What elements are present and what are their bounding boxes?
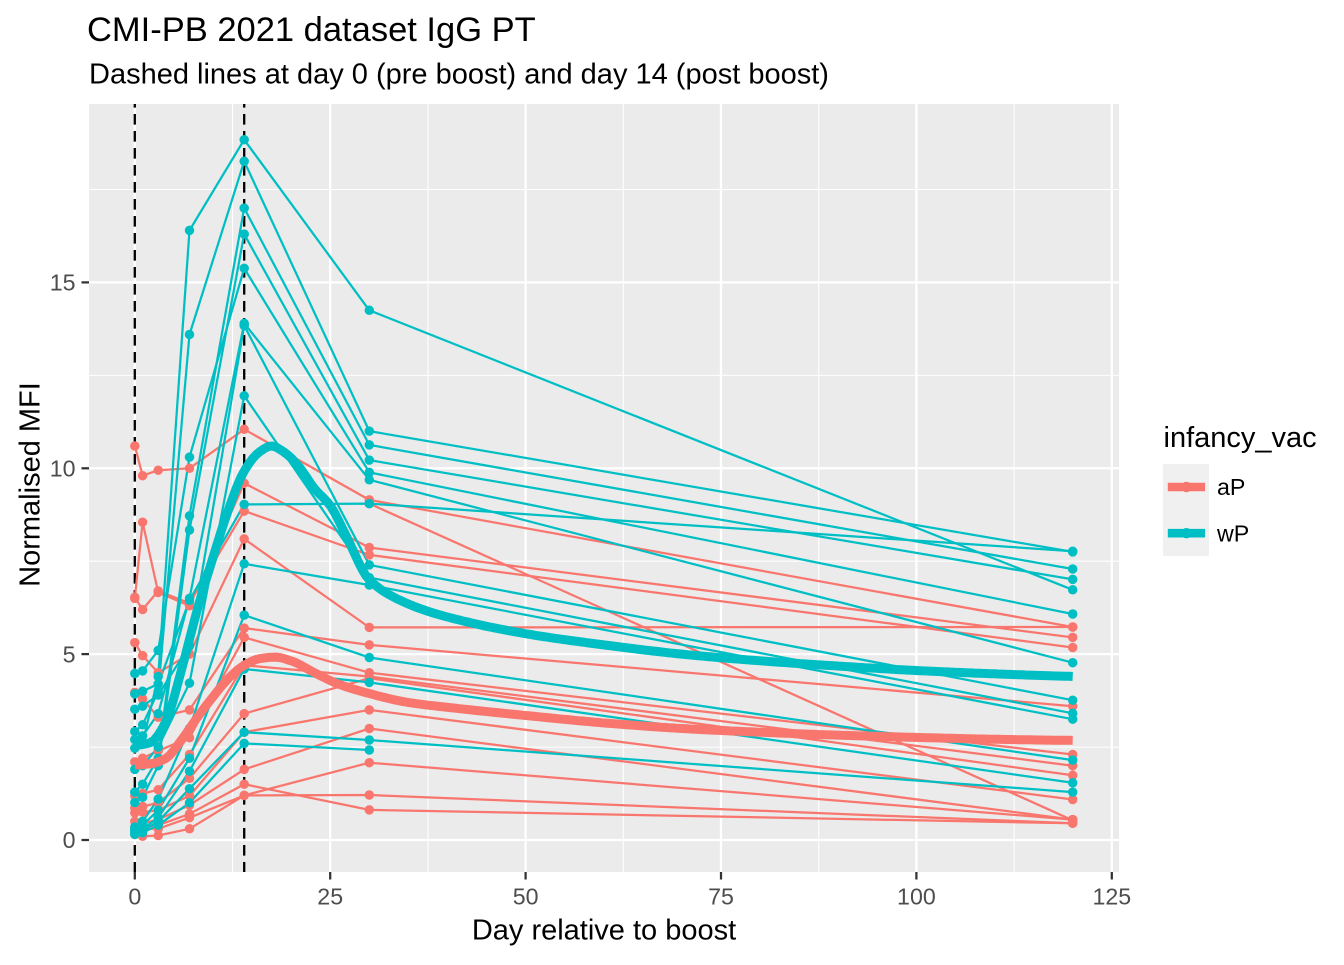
svg-text:0: 0 (63, 827, 76, 853)
svg-text:100: 100 (897, 884, 936, 910)
svg-text:5: 5 (63, 641, 76, 667)
svg-text:Day relative to boost: Day relative to boost (472, 915, 736, 947)
svg-text:0: 0 (128, 884, 141, 910)
svg-text:infancy_vac: infancy_vac (1164, 422, 1317, 454)
svg-text:25: 25 (317, 884, 343, 910)
svg-text:CMI-PB 2021 dataset IgG PT: CMI-PB 2021 dataset IgG PT (87, 11, 536, 49)
svg-text:wP: wP (1216, 520, 1249, 546)
svg-text:aP: aP (1217, 474, 1245, 500)
svg-text:Dashed lines at day 0 (pre boo: Dashed lines at day 0 (pre boost) and da… (89, 59, 829, 91)
svg-text:10: 10 (50, 456, 76, 482)
svg-text:125: 125 (1092, 884, 1131, 910)
svg-text:75: 75 (708, 884, 734, 910)
svg-text:Normalised MFI: Normalised MFI (15, 382, 47, 587)
svg-text:15: 15 (50, 270, 76, 296)
svg-text:50: 50 (513, 884, 539, 910)
